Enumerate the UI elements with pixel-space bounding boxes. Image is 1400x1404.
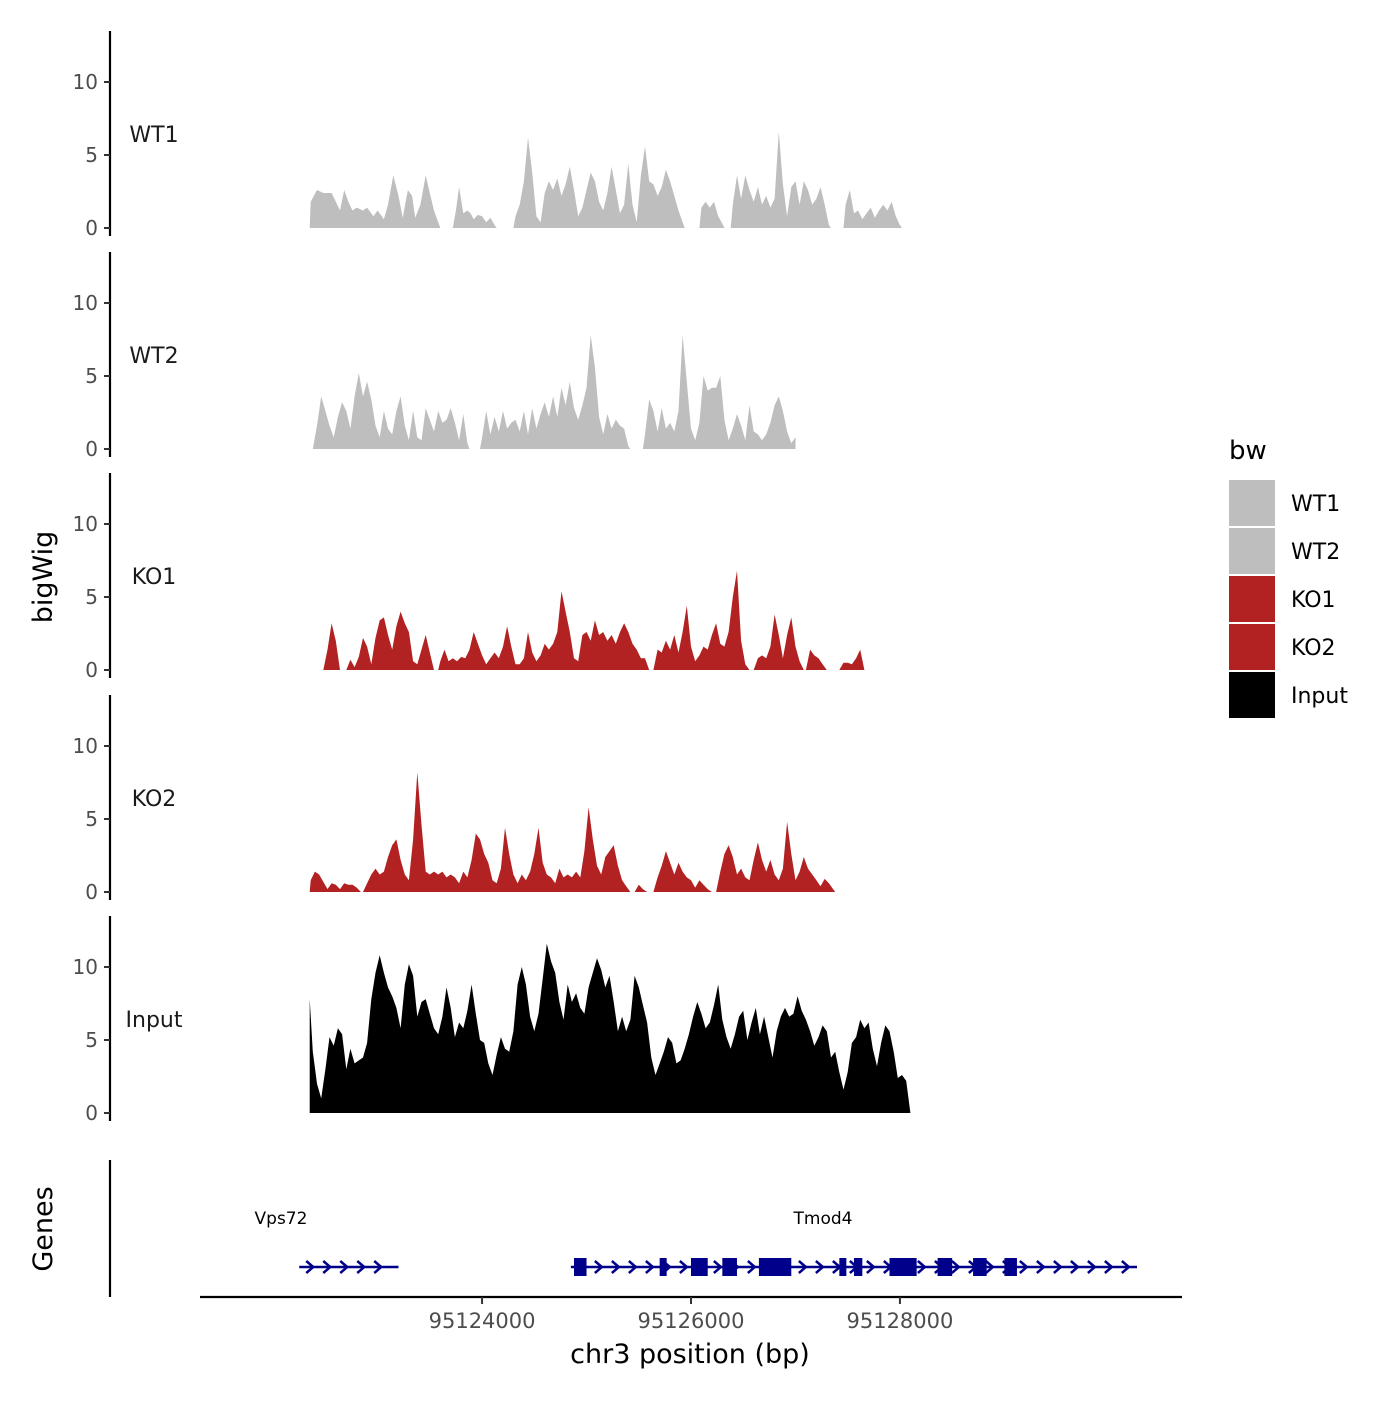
exon [659, 1258, 667, 1276]
strand-arrow [322, 1260, 333, 1274]
x-tick-label: 95126000 [638, 1309, 745, 1333]
strand-arrow [1053, 1260, 1063, 1274]
legend-key-input [1229, 672, 1275, 718]
exon [722, 1258, 737, 1276]
track-ko2: 0 5 10 KO2 [73, 695, 836, 904]
y-tick-label: 5 [85, 364, 98, 388]
track-wt1: 0 5 10 WT1 [73, 31, 902, 240]
strand-arrow [628, 1260, 638, 1274]
gene-label: Tmod4 [793, 1209, 853, 1229]
track-input: 0 5 10 Input [73, 916, 911, 1125]
y-tick-label: 0 [85, 658, 98, 682]
area-wt2 [312, 335, 796, 449]
strand-arrow [1087, 1260, 1097, 1274]
y-tick-label: 0 [85, 216, 98, 240]
legend-label-ko2: KO2 [1291, 636, 1336, 661]
strand-arrow [917, 1260, 927, 1274]
strand-arrow [1104, 1260, 1114, 1274]
area-ko2 [309, 772, 836, 892]
y-tick-label: 0 [85, 437, 98, 461]
x-tick-label: 95128000 [846, 1309, 953, 1333]
legend-key-ko2 [1229, 624, 1275, 670]
legend-key-wt1 [1229, 480, 1275, 526]
strand-arrow [1070, 1260, 1080, 1274]
track-label-wt1: WT1 [129, 123, 178, 148]
strand-arrow [985, 1260, 995, 1274]
track-label-input: Input [126, 1008, 183, 1033]
exon [1004, 1258, 1017, 1276]
strand-arrow [1121, 1260, 1131, 1274]
genes-axis-title: Genes [28, 1186, 59, 1271]
y-tick-label: 5 [85, 585, 98, 609]
y-tick-label: 10 [73, 70, 98, 94]
y-tick-label: 5 [85, 807, 98, 831]
gene-label: Vps72 [255, 1209, 308, 1229]
exon [573, 1258, 587, 1276]
strand-arrow [798, 1260, 808, 1274]
area-wt1 [309, 131, 902, 228]
strand-arrow [866, 1260, 876, 1274]
y-tick-label: 5 [85, 143, 98, 167]
y-tick-label: 10 [73, 955, 98, 979]
legend: bw WT1 WT2 KO1 KO2 Input [1229, 436, 1348, 718]
strand-arrow [594, 1260, 604, 1274]
x-axis: 95124000 95126000 95128000 [200, 1295, 1182, 1333]
gene-tmod4: Tmod4 [570, 1209, 1137, 1276]
strand-arrow [1019, 1260, 1029, 1274]
exon [691, 1258, 708, 1276]
exon [839, 1258, 847, 1276]
legend-title: bw [1229, 436, 1267, 466]
legend-label-wt1: WT1 [1291, 492, 1340, 517]
y-tick-label: 5 [85, 1028, 98, 1052]
area-ko1 [323, 570, 865, 670]
exon [758, 1258, 792, 1276]
x-tick-label: 95124000 [429, 1309, 536, 1333]
x-axis-title: chr3 position (bp) [570, 1339, 810, 1370]
exon [937, 1258, 953, 1276]
legend-label-ko1: KO1 [1291, 588, 1336, 613]
strand-arrow [373, 1260, 384, 1274]
legend-label-input: Input [1291, 684, 1348, 709]
track-label-ko1: KO1 [132, 565, 177, 590]
strand-arrow [305, 1260, 316, 1274]
strand-arrow [679, 1260, 689, 1274]
strand-arrow [339, 1260, 350, 1274]
strand-arrow [1036, 1260, 1046, 1274]
y-tick-label: 10 [73, 512, 98, 536]
strand-arrow [815, 1260, 825, 1274]
legend-label-wt2: WT2 [1291, 540, 1340, 565]
strand-arrow [356, 1260, 367, 1274]
track-panels: 0 5 10 WT1 0 5 10 WT2 0 5 10 KO1 0 5 10 KO2 0 5 10 Input [73, 31, 911, 1125]
genes-panel: Vps72 Tmod4 [108, 1160, 1137, 1297]
y-tick-label: 0 [85, 880, 98, 904]
legend-key-wt2 [1229, 528, 1275, 574]
strand-arrow [645, 1260, 655, 1274]
strand-arrow [951, 1260, 961, 1274]
exon [973, 1258, 987, 1276]
y-axis-title: bigWig [28, 531, 59, 624]
exon [889, 1258, 917, 1276]
area-input [309, 943, 911, 1113]
y-tick-label: 0 [85, 1101, 98, 1125]
strand-arrow [611, 1260, 621, 1274]
track-label-ko2: KO2 [132, 787, 177, 812]
exon [853, 1258, 863, 1276]
track-ko1: 0 5 10 KO1 [73, 473, 865, 682]
y-tick-label: 10 [73, 734, 98, 758]
track-wt2: 0 5 10 WT2 [73, 252, 796, 461]
strand-arrow [747, 1260, 757, 1274]
track-label-wt2: WT2 [129, 344, 178, 369]
gene-vps72: Vps72 [255, 1209, 399, 1274]
strand-arrow [713, 1260, 723, 1274]
y-tick-label: 10 [73, 291, 98, 315]
legend-key-ko1 [1229, 576, 1275, 622]
